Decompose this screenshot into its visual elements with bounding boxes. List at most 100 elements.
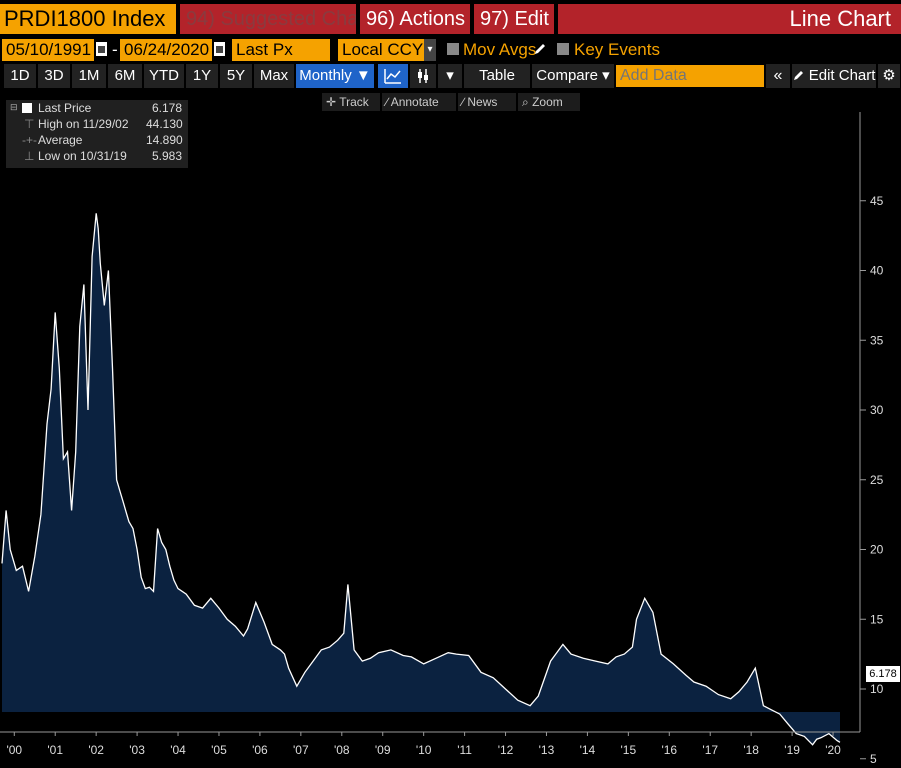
x-tick-label: '18: [743, 743, 759, 757]
track-tool[interactable]: ✛ Track: [322, 93, 380, 111]
news-label: News: [467, 95, 498, 109]
annotate-label: Annotate: [390, 95, 439, 109]
x-tick-label: '03: [129, 743, 145, 757]
ticker-field[interactable]: PRDI1800 Index: [0, 4, 176, 34]
range-3d-button[interactable]: 3D: [38, 64, 70, 88]
timerange-bar: 1D 3D 1M 6M YTD 1Y 5Y Max Monthly ▼ ▾ Ta…: [0, 64, 901, 90]
last-price-tag: 6.178: [866, 666, 900, 682]
y-tick-label: 5: [870, 752, 877, 766]
annotate-tool[interactable]: ∕ Annotate: [382, 93, 456, 111]
y-tick-label: 40: [870, 264, 884, 278]
minimize-icon[interactable]: ⊟: [10, 102, 18, 112]
search-icon: ⌕: [522, 95, 529, 109]
actions-label: 96) Actions: [366, 8, 465, 30]
frequency-select[interactable]: Monthly ▼: [296, 64, 374, 88]
legend-last-price-label: Last Price: [38, 101, 92, 115]
average-marker-icon: -+-: [22, 133, 37, 147]
y-tick-label: 20: [870, 543, 884, 557]
field-select[interactable]: Last Px: [232, 39, 330, 61]
add-data-input[interactable]: [616, 65, 764, 87]
area-fill: [2, 213, 840, 745]
range-5y-button[interactable]: 5Y: [220, 64, 252, 88]
x-tick-label: '20: [825, 743, 841, 757]
x-tick-label: '01: [47, 743, 63, 757]
x-tick-label: '08: [334, 743, 350, 757]
x-tick-label: '19: [784, 743, 800, 757]
x-tick-label: '11: [457, 743, 472, 757]
x-tick-label: '10: [416, 743, 432, 757]
zoom-label: Zoom: [532, 95, 563, 109]
key-events-checkbox[interactable]: [557, 43, 569, 55]
x-tick-label: '00: [6, 743, 22, 757]
calendar-icon[interactable]: [214, 42, 225, 56]
x-tick-label: '14: [580, 743, 596, 757]
edit-chart-label: Edit Chart: [808, 67, 876, 84]
x-tick-label: '17: [702, 743, 718, 757]
range-6m-button[interactable]: 6M: [108, 64, 142, 88]
low-marker-icon: ⊥: [24, 149, 35, 163]
suggested-charts-menu[interactable]: 94) Suggested Charts: [180, 4, 356, 34]
range-1m-button[interactable]: 1M: [72, 64, 106, 88]
x-tick-label: '06: [252, 743, 268, 757]
high-marker-icon: ⊤: [24, 117, 35, 131]
y-tick-label: 15: [870, 612, 884, 626]
start-date-field[interactable]: 05/10/1991: [2, 39, 94, 61]
y-tick-label: 10: [870, 682, 884, 696]
mov-avgs-checkbox[interactable]: [447, 43, 459, 55]
range-ytd-button[interactable]: YTD: [144, 64, 184, 88]
end-date-field[interactable]: 06/24/2020: [120, 39, 212, 61]
compare-button[interactable]: Compare ▾: [532, 64, 614, 88]
candlestick-icon[interactable]: [410, 64, 436, 88]
legend-high-label: High on 11/29/02: [38, 117, 129, 131]
x-tick-label: '07: [293, 743, 309, 757]
chevron-down-icon[interactable]: ▾: [424, 39, 436, 61]
chart-type-title: Line Chart: [558, 4, 901, 34]
series-swatch: [22, 103, 32, 113]
y-tick-label: 30: [870, 403, 884, 417]
edit-menu[interactable]: 97) Edit ▾: [474, 4, 554, 34]
range-max-button[interactable]: Max: [254, 64, 294, 88]
range-1y-button[interactable]: 1Y: [186, 64, 218, 88]
legend-high-value: 44.130: [146, 117, 183, 131]
x-tick-label: '04: [170, 743, 186, 757]
track-label: Track: [339, 95, 369, 109]
x-tick-label: '09: [375, 743, 391, 757]
legend-low-value: 5.983: [152, 149, 183, 163]
news-tool[interactable]: ∕ News: [458, 93, 516, 111]
key-events-label[interactable]: Key Events: [574, 40, 660, 59]
pencil-icon[interactable]: [533, 42, 547, 56]
x-tick-label: '02: [88, 743, 104, 757]
crosshair-icon: ✛: [326, 95, 337, 109]
legend-average-label: Average: [38, 133, 83, 147]
x-tick-label: '05: [211, 743, 227, 757]
chevron-down-icon[interactable]: ▾: [438, 64, 462, 88]
mov-avgs-label[interactable]: Mov Avgs: [463, 40, 537, 59]
edit-chart-button[interactable]: Edit Chart: [792, 64, 876, 88]
line-chart-icon[interactable]: [378, 64, 408, 88]
legend-box: ⊟ Last Price 6.178 ⊤ High on 11/29/02 44…: [6, 100, 188, 168]
pencil-icon: ∕: [386, 95, 389, 109]
legend-average-value: 14.890: [146, 133, 183, 147]
actions-menu[interactable]: 96) Actions ▾: [360, 4, 470, 34]
calendar-icon[interactable]: [96, 42, 107, 56]
gear-icon[interactable]: ⚙: [878, 64, 900, 88]
x-tick-label: '13: [539, 743, 555, 757]
zoom-tool[interactable]: ⌕ Zoom: [518, 93, 580, 111]
y-tick-label: 25: [870, 473, 884, 487]
news-icon: ∕: [462, 95, 465, 109]
header-bar: PRDI1800 Index 94) Suggested Charts 96) …: [0, 0, 901, 36]
price-chart[interactable]: 5 10 15 20 25 30 35 40 45 '00 '01 '02 '03 '04 '05 '06 '…: [0, 112, 901, 768]
pencil-icon: [793, 71, 803, 80]
chart-tools-bar: ✛ Track ∕ Annotate ∕ News ⌕ Zoom: [0, 92, 901, 112]
date-separator: -: [112, 40, 118, 59]
legend-low-label: Low on 10/31/19: [38, 149, 127, 163]
table-button[interactable]: Table: [464, 64, 530, 88]
edit-label: 97) Edit: [480, 8, 549, 30]
y-tick-label: 35: [870, 333, 884, 347]
controls-bar: 05/10/1991 - 06/24/2020 Last Px Local CC…: [0, 38, 901, 62]
range-1d-button[interactable]: 1D: [4, 64, 36, 88]
collapse-icon[interactable]: «: [766, 64, 790, 88]
x-tick-label: '15: [621, 743, 637, 757]
legend-last-price-value: 6.178: [152, 101, 183, 115]
currency-select[interactable]: Local CCY: [338, 39, 424, 61]
